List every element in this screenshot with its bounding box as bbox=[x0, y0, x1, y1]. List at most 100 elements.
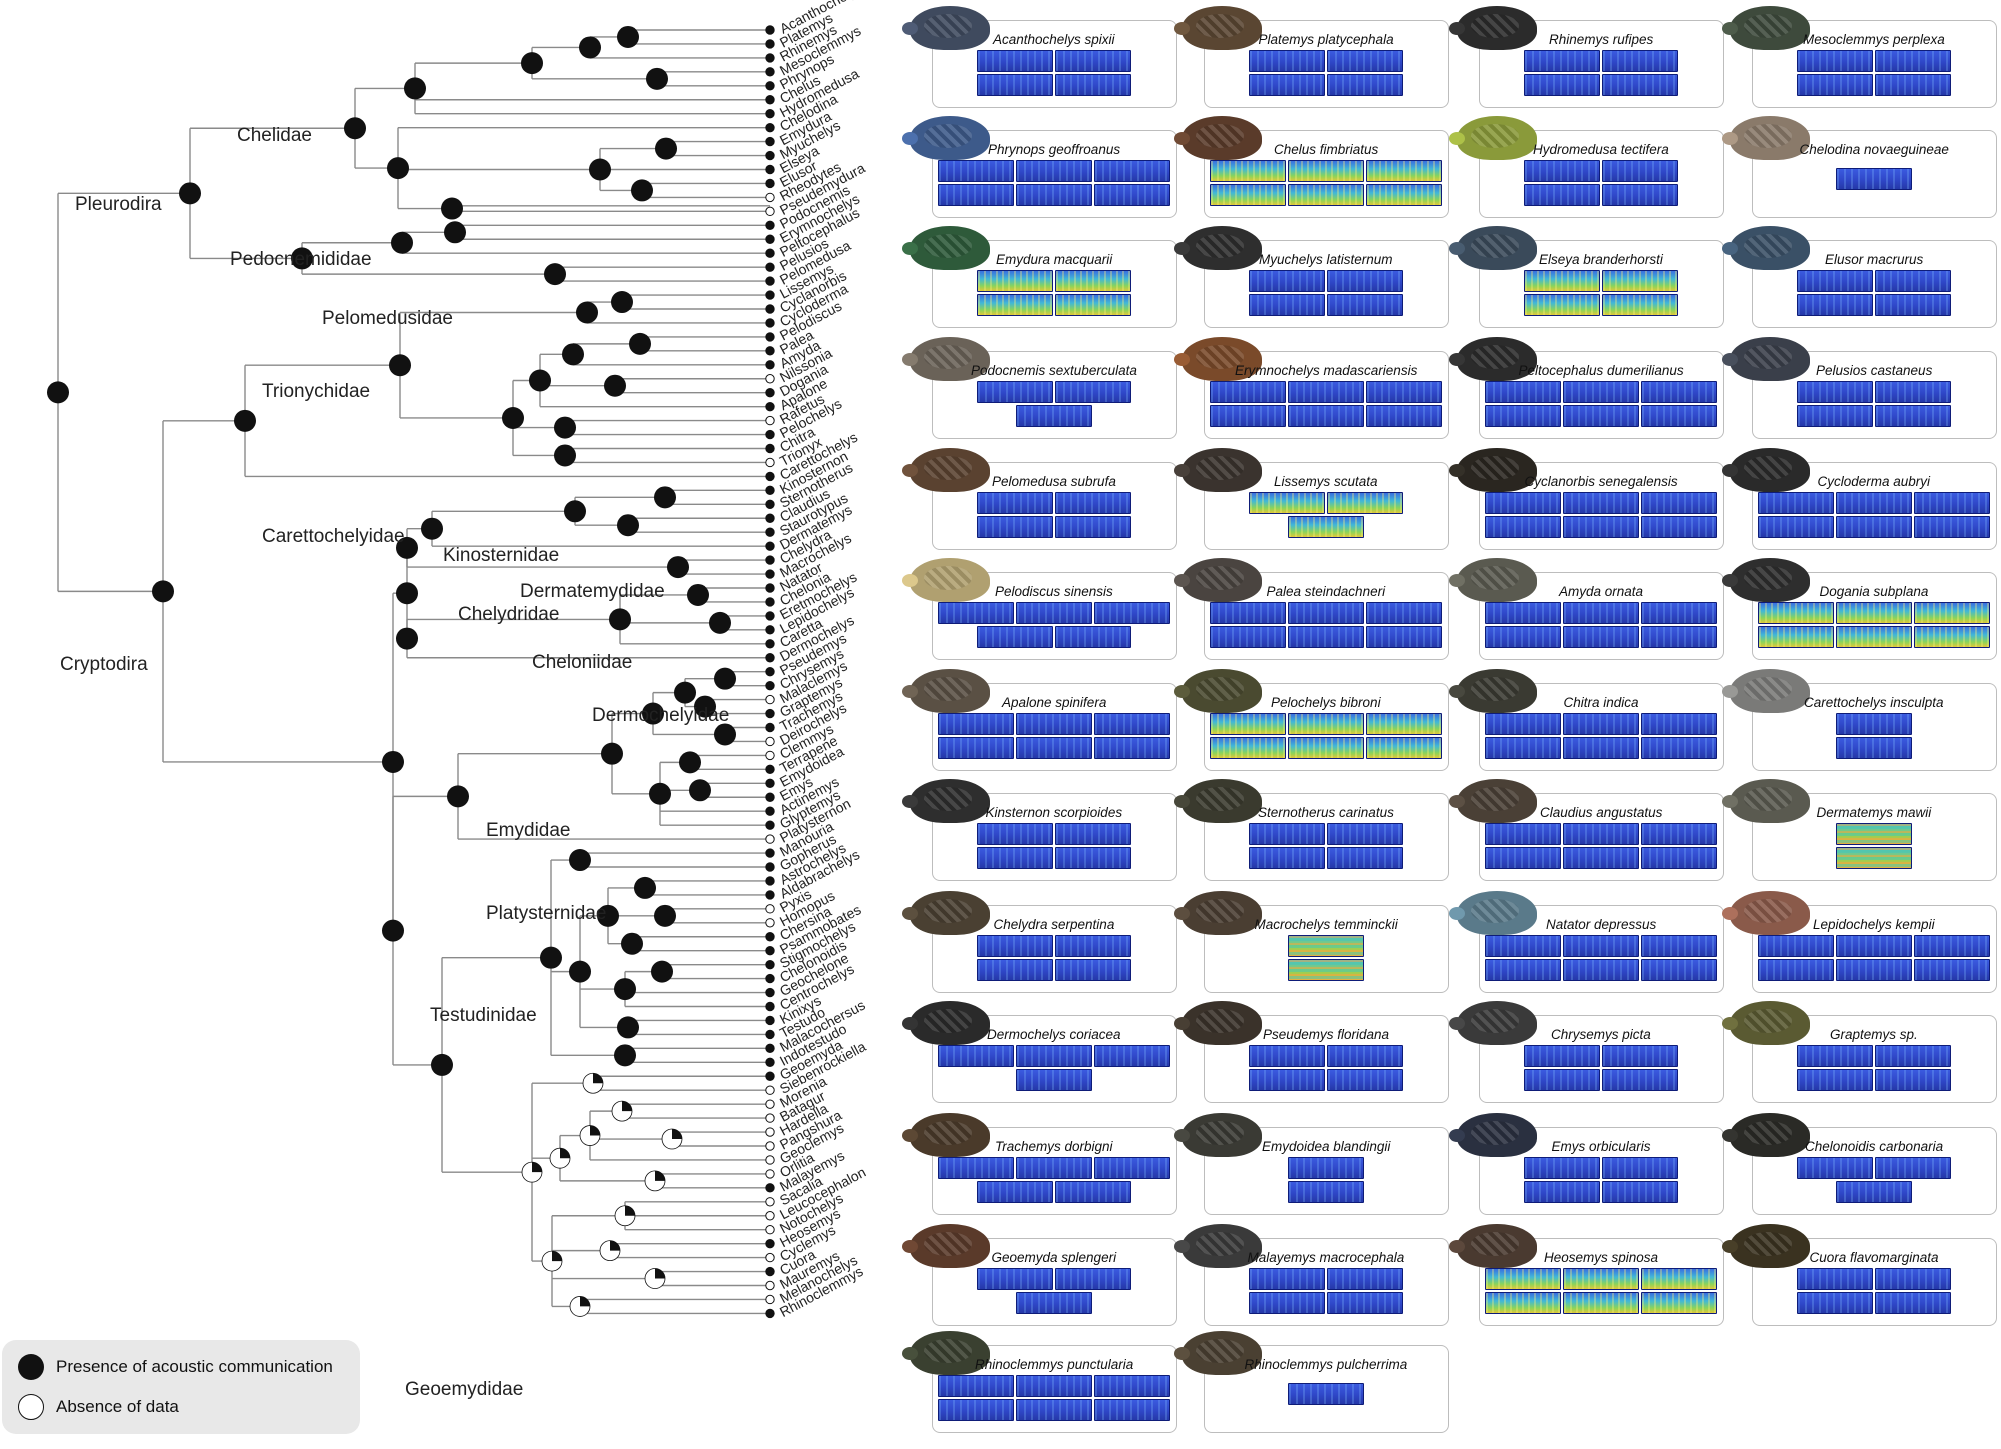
clade-label-chelidae: Chelidae bbox=[237, 125, 312, 146]
tip-marker bbox=[765, 583, 775, 593]
tip-marker bbox=[765, 1155, 775, 1165]
tip-marker bbox=[765, 541, 775, 551]
species-panel bbox=[932, 572, 1177, 660]
tree-branch bbox=[624, 970, 770, 1008]
node-marker bbox=[649, 782, 671, 805]
tip-marker bbox=[765, 1099, 775, 1109]
tip-marker bbox=[765, 122, 775, 133]
species-panel bbox=[932, 1238, 1177, 1326]
clade-label-cheloniidae: Cheloniidae bbox=[532, 652, 632, 673]
node-marker bbox=[576, 301, 598, 324]
tree-branch bbox=[564, 447, 770, 464]
tree-branch bbox=[659, 761, 770, 826]
node-marker bbox=[404, 77, 426, 100]
tip-marker bbox=[765, 1225, 775, 1235]
clade-label-dermochelyidae: Dermochelyidae bbox=[592, 705, 729, 726]
species-panel bbox=[1752, 572, 1997, 660]
node-marker bbox=[689, 779, 711, 802]
node-pie-slice bbox=[593, 1073, 603, 1084]
tip-marker bbox=[765, 848, 775, 858]
tree-branch bbox=[579, 852, 770, 868]
species-panel bbox=[932, 905, 1177, 993]
species-panel bbox=[1204, 20, 1449, 108]
node-marker bbox=[396, 536, 418, 559]
node-pie-slice bbox=[655, 1268, 665, 1279]
tree-branch bbox=[564, 419, 770, 436]
species-panel bbox=[1204, 351, 1449, 439]
tip-marker bbox=[765, 25, 775, 35]
node-marker bbox=[674, 681, 696, 704]
tip-marker bbox=[765, 39, 775, 49]
tip-marker bbox=[765, 625, 775, 635]
tree-branch bbox=[664, 908, 770, 924]
species-panel bbox=[1479, 1127, 1724, 1215]
clade-label-carettochelyidae: Carettochelyidae bbox=[262, 526, 405, 547]
tip-marker bbox=[765, 820, 775, 830]
tip-marker bbox=[765, 1238, 775, 1249]
tree-branch bbox=[189, 127, 355, 260]
species-panel bbox=[1479, 683, 1724, 771]
tip-marker bbox=[765, 973, 775, 984]
tip-marker bbox=[765, 764, 775, 775]
tree-branch bbox=[689, 754, 770, 771]
tree-branch bbox=[609, 1242, 770, 1259]
node-marker bbox=[431, 1053, 453, 1076]
node-marker bbox=[611, 291, 633, 314]
node-marker bbox=[631, 179, 653, 202]
legend: Presence of acoustic communication Absen… bbox=[2, 1340, 360, 1434]
node-marker bbox=[554, 444, 576, 467]
node-marker bbox=[629, 332, 651, 355]
species-panel bbox=[932, 462, 1177, 550]
tree-branch bbox=[621, 1103, 770, 1119]
tip-marker bbox=[765, 53, 775, 63]
tip-marker bbox=[765, 1113, 775, 1123]
tip-marker bbox=[765, 360, 775, 370]
species-panel bbox=[1204, 1345, 1449, 1433]
tree-branch bbox=[592, 1075, 770, 1091]
tree-branch bbox=[550, 859, 625, 1057]
tree-branch bbox=[631, 936, 770, 952]
node-marker bbox=[714, 667, 736, 690]
species-panel bbox=[1204, 793, 1449, 881]
clade-label-cryptodira: Cryptodira bbox=[60, 654, 148, 675]
tip-marker bbox=[765, 1071, 775, 1081]
tip-marker bbox=[765, 862, 775, 872]
node-pie-slice bbox=[622, 1101, 632, 1112]
species-panel bbox=[1204, 1015, 1449, 1103]
node-marker bbox=[609, 608, 631, 631]
tip-marker bbox=[765, 318, 775, 328]
species-panel bbox=[1479, 462, 1724, 550]
tip-marker bbox=[765, 694, 775, 705]
tip-marker bbox=[765, 164, 775, 175]
tip-marker bbox=[765, 722, 775, 733]
tip-marker bbox=[765, 890, 775, 900]
node-pie-slice bbox=[590, 1125, 600, 1136]
node-pie-slice bbox=[610, 1240, 620, 1251]
tree-branch bbox=[664, 489, 770, 505]
tip-marker bbox=[765, 1043, 775, 1054]
tip-marker bbox=[765, 67, 775, 77]
tip-marker bbox=[765, 374, 775, 384]
tree-branch bbox=[57, 192, 190, 593]
node-marker bbox=[544, 263, 566, 286]
tip-marker bbox=[765, 1001, 775, 1012]
tip-marker bbox=[765, 178, 775, 189]
node-marker bbox=[562, 343, 584, 366]
species-panel bbox=[932, 1345, 1177, 1433]
node-marker bbox=[47, 381, 69, 404]
species-panel bbox=[1752, 683, 1997, 771]
tip-marker bbox=[765, 708, 775, 719]
node-marker bbox=[714, 723, 736, 746]
tip-marker bbox=[765, 946, 775, 956]
tip-marker bbox=[765, 1169, 775, 1179]
node-marker bbox=[234, 409, 256, 432]
node-pie-slice bbox=[625, 1205, 635, 1216]
node-marker bbox=[382, 750, 404, 773]
species-panel bbox=[932, 351, 1177, 439]
clade-label-pleurodira: Pleurodira bbox=[75, 194, 162, 215]
tip-marker bbox=[765, 290, 775, 300]
species-panel bbox=[1479, 240, 1724, 328]
tip-marker bbox=[765, 81, 775, 91]
tip-marker bbox=[765, 1057, 775, 1068]
tip-marker bbox=[765, 806, 775, 816]
